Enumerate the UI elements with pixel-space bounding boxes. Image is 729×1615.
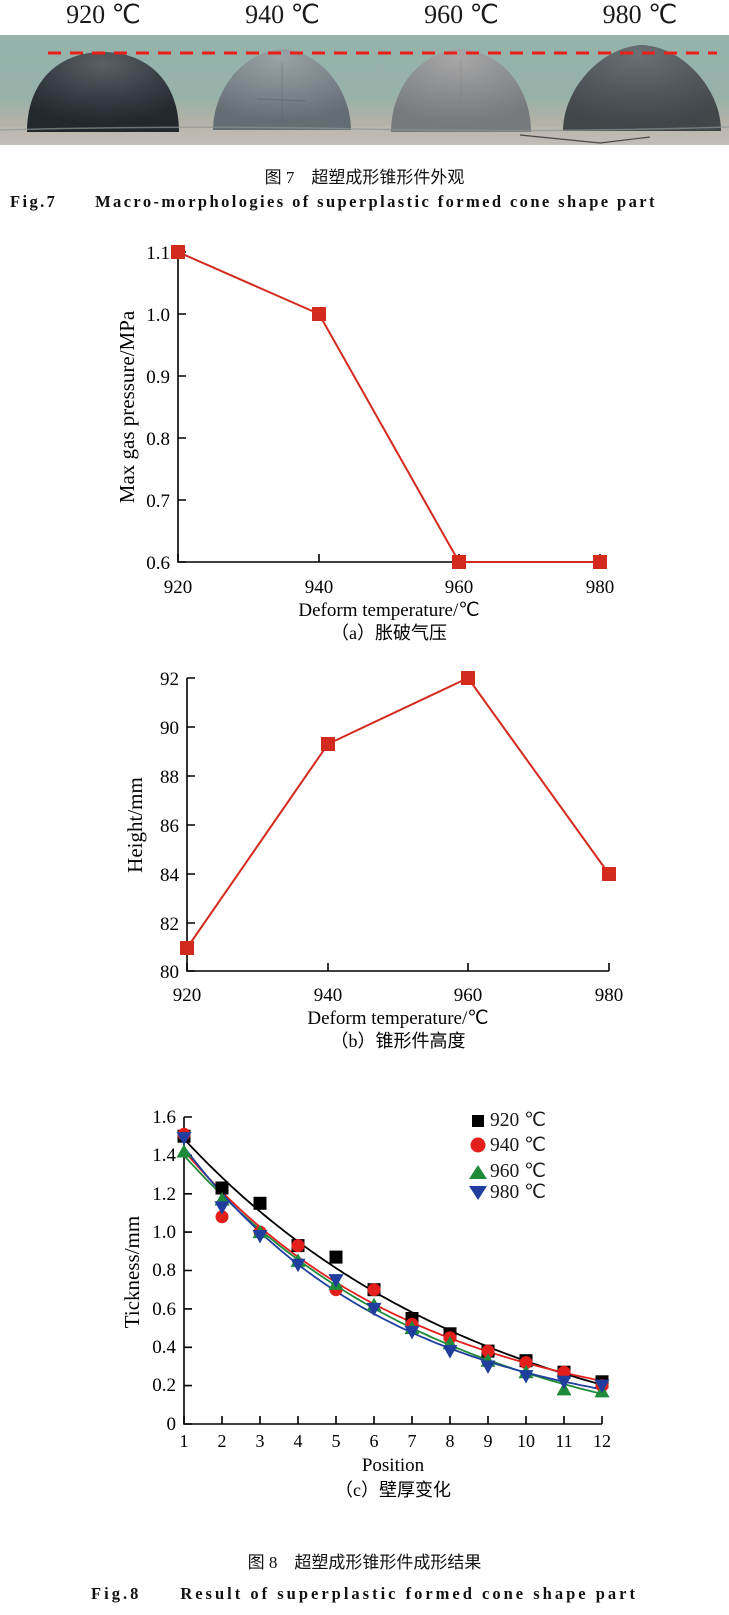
svg-text:940: 940 bbox=[314, 985, 343, 1006]
svg-text:2: 2 bbox=[218, 1431, 227, 1451]
svg-text:1.6: 1.6 bbox=[152, 1107, 176, 1128]
svg-text:940: 940 bbox=[305, 577, 334, 598]
svg-text:920: 920 bbox=[164, 577, 193, 598]
svg-text:0.8: 0.8 bbox=[152, 1260, 176, 1281]
svg-text:0.7: 0.7 bbox=[146, 491, 170, 512]
svg-text:960: 960 bbox=[454, 985, 483, 1006]
svg-text:0.2: 0.2 bbox=[152, 1375, 176, 1396]
svg-text:86: 86 bbox=[160, 816, 179, 837]
svg-text:0.6: 0.6 bbox=[146, 553, 170, 574]
svg-text:12: 12 bbox=[593, 1431, 611, 1451]
svg-text:（b）锥形件高度: （b）锥形件高度 bbox=[331, 1031, 466, 1051]
svg-text:1.2: 1.2 bbox=[152, 1184, 176, 1205]
svg-text:940 ℃: 940 ℃ bbox=[490, 1135, 546, 1156]
svg-text:980: 980 bbox=[595, 985, 624, 1006]
svg-text:90: 90 bbox=[160, 718, 179, 739]
svg-text:5: 5 bbox=[332, 1431, 341, 1451]
svg-text:980: 980 bbox=[586, 577, 615, 598]
svg-text:11: 11 bbox=[555, 1431, 572, 1451]
svg-text:1: 1 bbox=[180, 1431, 189, 1451]
svg-text:980 ℃: 980 ℃ bbox=[490, 1182, 546, 1203]
svg-text:10: 10 bbox=[517, 1431, 535, 1451]
svg-text:960: 960 bbox=[445, 577, 474, 598]
svg-text:6: 6 bbox=[370, 1431, 379, 1451]
svg-text:82: 82 bbox=[160, 914, 179, 935]
svg-text:（c）壁厚变化: （c）壁厚变化 bbox=[335, 1480, 451, 1500]
svg-text:920 ℃: 920 ℃ bbox=[490, 1110, 546, 1131]
svg-text:Max gas pressure/MPa: Max gas pressure/MPa bbox=[115, 310, 139, 503]
svg-text:84: 84 bbox=[160, 865, 180, 886]
svg-text:3: 3 bbox=[256, 1431, 265, 1451]
svg-text:0.8: 0.8 bbox=[146, 429, 170, 450]
svg-text:4: 4 bbox=[294, 1431, 303, 1451]
svg-text:88: 88 bbox=[160, 767, 179, 788]
svg-text:0.4: 0.4 bbox=[152, 1337, 176, 1358]
svg-text:1.0: 1.0 bbox=[146, 305, 170, 326]
svg-text:1.4: 1.4 bbox=[152, 1145, 176, 1166]
svg-text:Height/mm: Height/mm bbox=[123, 777, 147, 873]
svg-text:8: 8 bbox=[446, 1431, 455, 1451]
svg-text:1.1: 1.1 bbox=[146, 243, 170, 264]
svg-text:Position: Position bbox=[362, 1455, 425, 1476]
svg-text:960 ℃: 960 ℃ bbox=[490, 1161, 546, 1182]
svg-text:（a）胀破气压: （a）胀破气压 bbox=[331, 623, 447, 643]
svg-text:0.9: 0.9 bbox=[146, 367, 170, 388]
svg-text:Deform temperature/℃: Deform temperature/℃ bbox=[307, 1008, 488, 1029]
svg-text:7: 7 bbox=[408, 1431, 417, 1451]
svg-text:80: 80 bbox=[160, 962, 179, 983]
svg-text:0.6: 0.6 bbox=[152, 1299, 176, 1320]
svg-text:9: 9 bbox=[484, 1431, 493, 1451]
svg-text:Deform temperature/℃: Deform temperature/℃ bbox=[298, 600, 479, 621]
svg-text:1.0: 1.0 bbox=[152, 1222, 176, 1243]
svg-text:92: 92 bbox=[160, 669, 179, 690]
svg-text:Tickness/mm: Tickness/mm bbox=[120, 1216, 144, 1328]
svg-text:0: 0 bbox=[167, 1414, 177, 1435]
svg-text:920: 920 bbox=[173, 985, 202, 1006]
